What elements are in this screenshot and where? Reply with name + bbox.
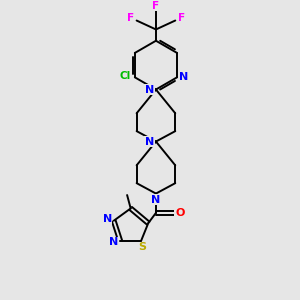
Text: N: N: [109, 237, 118, 247]
Text: F: F: [127, 13, 134, 23]
Text: Cl: Cl: [120, 71, 131, 81]
Text: N: N: [103, 214, 112, 224]
Text: N: N: [145, 85, 154, 94]
Text: O: O: [175, 208, 184, 218]
Text: N: N: [145, 136, 154, 146]
Text: N: N: [151, 194, 160, 205]
Text: F: F: [152, 1, 160, 11]
Text: N: N: [179, 72, 188, 82]
Text: F: F: [178, 13, 185, 23]
Text: S: S: [139, 242, 147, 252]
